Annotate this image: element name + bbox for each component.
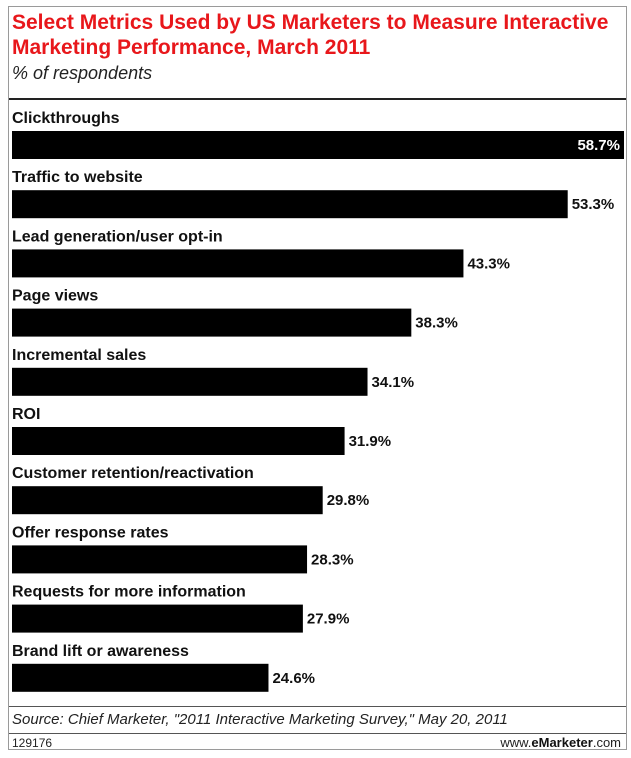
category-label: Incremental sales bbox=[12, 347, 146, 364]
brand-name: eMarketer bbox=[531, 735, 593, 750]
bar bbox=[12, 486, 323, 515]
bar bbox=[12, 249, 464, 278]
category-label: Customer retention/reactivation bbox=[12, 465, 254, 482]
bar bbox=[12, 131, 624, 159]
category-label: Clickthroughs bbox=[12, 110, 120, 127]
bar bbox=[12, 663, 269, 692]
value-label: 34.1% bbox=[372, 374, 415, 391]
header-divider bbox=[9, 98, 626, 100]
value-label: 24.6% bbox=[272, 670, 315, 687]
value-label: 27.9% bbox=[307, 611, 350, 628]
category-label: Page views bbox=[12, 288, 98, 305]
bar bbox=[12, 604, 303, 633]
value-label: 28.3% bbox=[311, 551, 354, 568]
value-label: 31.9% bbox=[349, 433, 392, 450]
brand-suffix: .com bbox=[592, 735, 621, 750]
chart-frame bbox=[8, 6, 627, 750]
bar bbox=[12, 367, 368, 396]
value-label: 38.3% bbox=[415, 315, 458, 332]
category-label: Brand lift or awareness bbox=[12, 643, 189, 660]
category-label: Offer response rates bbox=[12, 524, 169, 541]
bar bbox=[12, 308, 412, 337]
value-label: 29.8% bbox=[327, 492, 370, 509]
category-label: ROI bbox=[12, 406, 40, 423]
brand-prefix: www. bbox=[500, 735, 532, 750]
chart-id: 129176 bbox=[12, 736, 53, 750]
bar bbox=[12, 427, 345, 455]
category-label: Lead generation/user opt-in bbox=[12, 228, 223, 245]
value-label: 53.3% bbox=[572, 196, 615, 213]
chart-subtitle: % of respondents bbox=[12, 63, 153, 83]
value-label: 58.7% bbox=[577, 137, 620, 154]
value-label: 43.3% bbox=[467, 255, 510, 272]
category-label: Requests for more information bbox=[12, 584, 246, 601]
source-note: Source: Chief Marketer, "2011 Interactiv… bbox=[12, 711, 508, 728]
bar bbox=[12, 545, 308, 574]
brand-url[interactable]: www.eMarketer.com bbox=[500, 735, 621, 750]
chart-title: Select Metrics Used by US Marketers to M… bbox=[12, 11, 609, 59]
source-divider bbox=[9, 706, 626, 707]
footer-divider bbox=[9, 733, 626, 734]
category-label: Traffic to website bbox=[12, 169, 143, 186]
bar-chart: Clickthroughs 58.7% Traffic to website 53.3… bbox=[12, 110, 624, 692]
bar bbox=[12, 190, 568, 219]
